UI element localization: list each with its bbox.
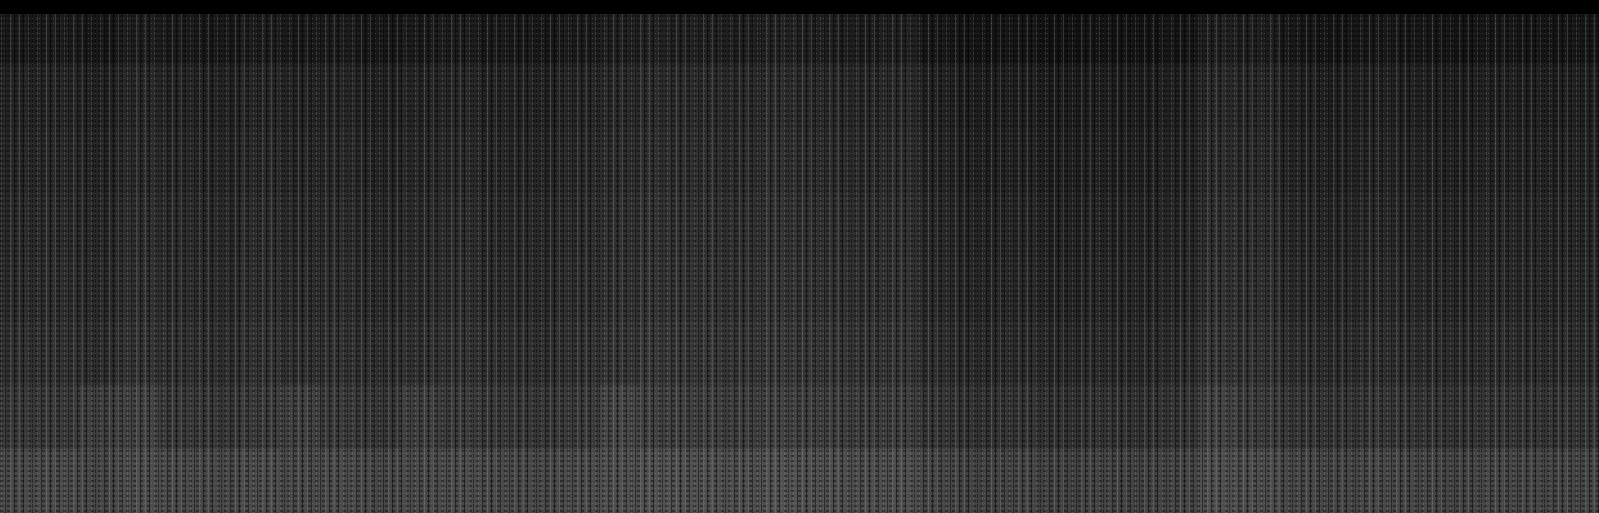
texture xyxy=(0,0,1599,513)
cells xyxy=(0,0,1599,513)
background xyxy=(0,0,1599,513)
texture xyxy=(0,0,1599,513)
spectrogram xyxy=(0,0,1599,513)
top-band xyxy=(0,0,1599,14)
